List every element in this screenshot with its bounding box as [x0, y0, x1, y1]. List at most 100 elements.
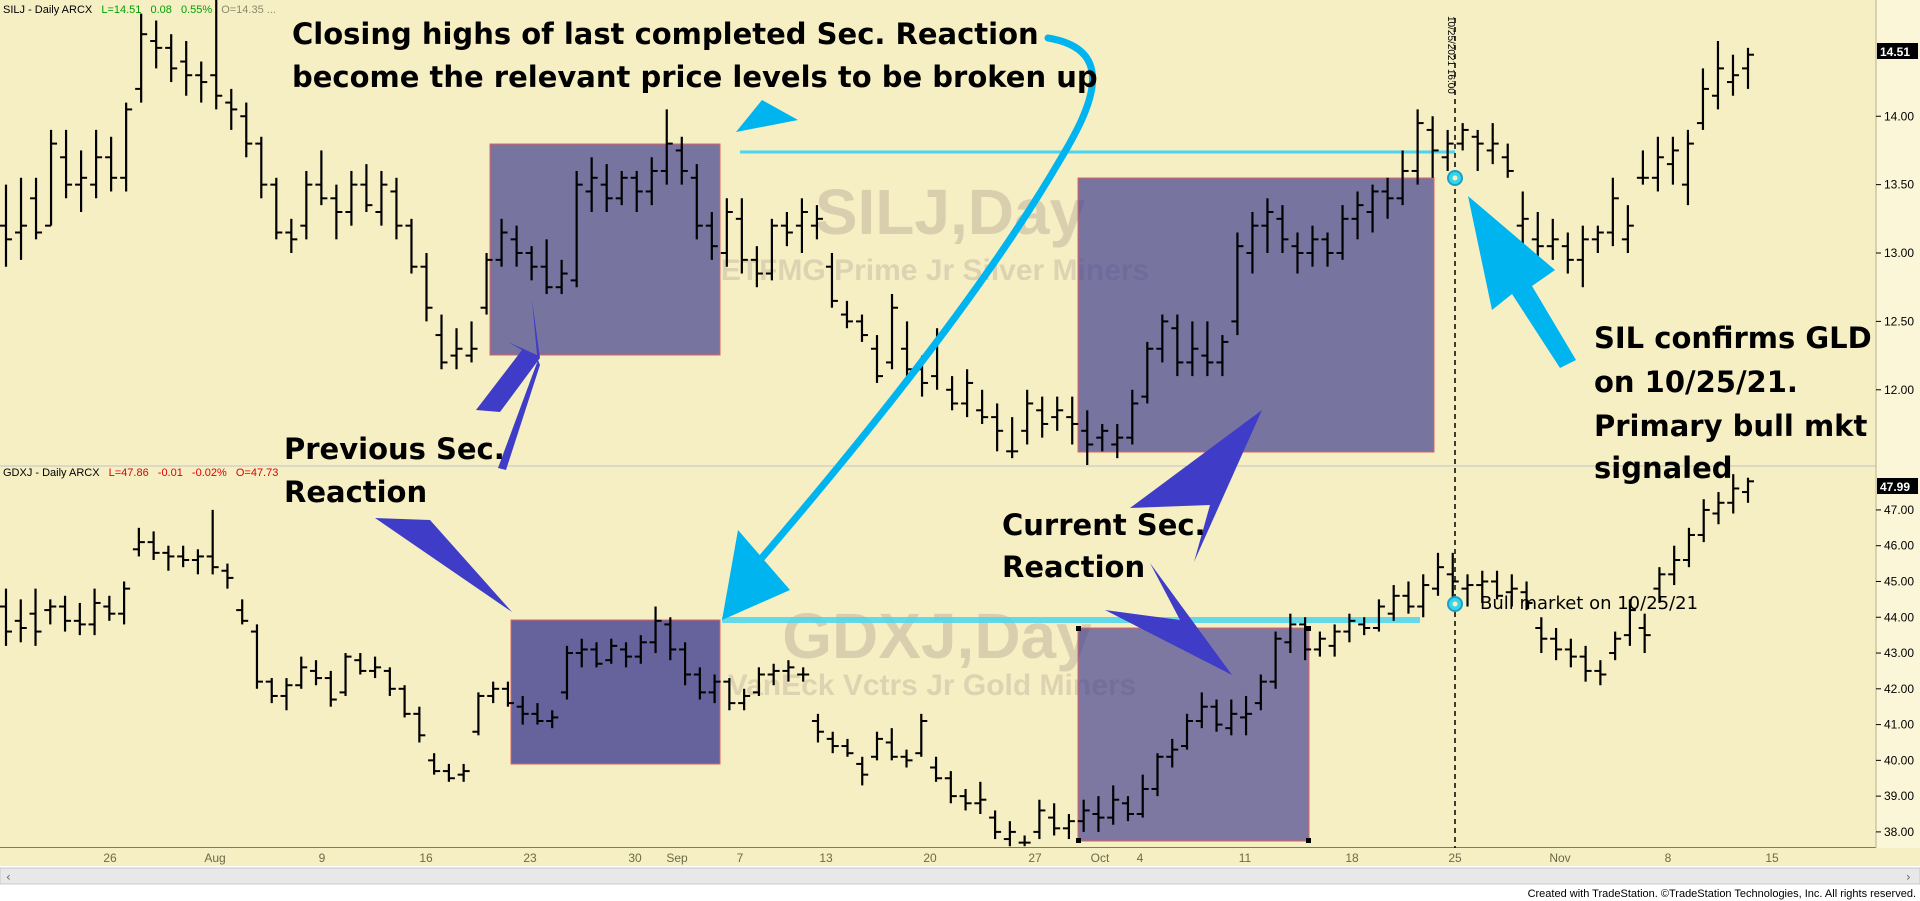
- silj-bar: [1261, 198, 1274, 254]
- gdxj-bars: [0, 474, 1754, 847]
- gdxj-bar: [1018, 835, 1031, 847]
- bottom-watermark-subtitle: VanEck Vctrs Jr Gold Miners: [728, 669, 1137, 702]
- silj-bar: [1336, 205, 1349, 260]
- time-tick-label: 8: [1665, 851, 1672, 865]
- time-tick-label: 9: [319, 851, 326, 865]
- sil-confirms-arrow: [1468, 196, 1576, 368]
- gdxj-bar: [575, 638, 588, 668]
- silj-bar: [30, 177, 43, 240]
- previous-reaction-line-1: Previous Sec.: [284, 432, 505, 466]
- silj-bar: [1426, 116, 1439, 178]
- gdxj-bar: [516, 695, 529, 725]
- gdxj-bar: [752, 667, 765, 696]
- curr-reaction-box-bottom: [1077, 627, 1310, 842]
- gdxj-bar: [250, 624, 263, 689]
- bottom-price-axis: 47.00 46.00 45.00 44.00 43.00 42.00 41.00 40.00…: [1876, 503, 1914, 839]
- gdxj-bar: [1313, 631, 1326, 657]
- current-reaction-line-1: Current Sec.: [1002, 508, 1206, 542]
- gdxj-bar: [679, 642, 692, 686]
- silj-bar: [1036, 396, 1049, 438]
- bottom-price-tag: 47.99: [1880, 480, 1910, 494]
- silj-bar: [825, 253, 838, 308]
- gdxj-bar: [236, 599, 249, 625]
- gdxj-bar: [1712, 492, 1725, 525]
- silj-bar: [435, 314, 448, 370]
- silj-bar: [615, 170, 628, 206]
- time-tick-label: 20: [923, 851, 937, 865]
- gdxj-bar: [1254, 674, 1267, 711]
- silj-bar: [1216, 335, 1229, 377]
- gdxj-bar: [1003, 821, 1016, 847]
- gdxj-bar: [1727, 474, 1740, 514]
- bottom-panel-bg: [0, 467, 1876, 848]
- gdxj-bar: [162, 545, 175, 571]
- curr-reaction-arrow-down: [1105, 563, 1232, 675]
- time-tick-label: 13: [819, 851, 833, 865]
- price-axis-strip: [1876, 0, 1920, 848]
- silj-bar: [750, 246, 763, 288]
- silj-bar: [60, 129, 73, 199]
- gdxj-bar: [413, 706, 426, 743]
- price-tick-label: 42.00: [1884, 682, 1914, 696]
- gdxj-bar: [280, 678, 293, 711]
- scroll-right-icon[interactable]: ›: [1906, 870, 1911, 884]
- current-reaction-line-2: Reaction: [1002, 550, 1145, 584]
- time-tick-label: 23: [523, 851, 537, 865]
- gdxj-bar: [398, 685, 411, 718]
- gdxj-bar: [339, 653, 352, 696]
- silj-bar: [705, 211, 718, 260]
- gdxj-bar: [1387, 585, 1400, 621]
- silj-bar: [1636, 150, 1649, 185]
- gdxj-bar: [767, 663, 780, 686]
- silj-bar: [660, 109, 673, 185]
- horizontal-scrollbar[interactable]: [0, 867, 1920, 885]
- gdxj-bar: [989, 810, 1002, 840]
- silj-bar: [555, 259, 568, 295]
- silj-bar: [1576, 225, 1589, 288]
- gdxj-bar: [1195, 692, 1208, 729]
- silj-bar: [1351, 191, 1364, 240]
- top-header-pct: 0.55%: [181, 4, 212, 16]
- gdxj-bar: [797, 667, 810, 682]
- time-tick-label: 26: [103, 851, 117, 865]
- silj-bar: [480, 253, 493, 315]
- silj-bar: [1366, 184, 1379, 233]
- silj-bar: [375, 170, 388, 226]
- silj-bar: [570, 170, 583, 288]
- silj-bar: [1051, 396, 1064, 431]
- curr-reaction-box-top: [1077, 177, 1435, 453]
- silj-bar: [1441, 129, 1454, 171]
- silj-bar: [1621, 205, 1634, 254]
- time-tick-label: 4: [1137, 851, 1144, 865]
- gdxj-bar: [1269, 631, 1282, 689]
- silj-bar: [1381, 177, 1394, 219]
- gdxj-bar: [664, 617, 677, 661]
- silj-bar: [735, 198, 748, 274]
- gdxj-bar: [1107, 785, 1120, 825]
- silj-bar: [105, 136, 118, 192]
- gdxj-bar: [457, 763, 470, 782]
- gdxj-bar: [29, 588, 42, 646]
- gdxj-bar: [930, 756, 943, 782]
- silj-bar: [465, 321, 478, 363]
- price-tick-label: 12.50: [1884, 314, 1914, 328]
- time-tick-label: 16: [419, 851, 433, 865]
- bottom-header-last: L=47.86: [109, 467, 149, 479]
- gdxj-bar: [1033, 799, 1046, 840]
- time-tick-label: Sep: [666, 851, 688, 865]
- gdxj-bar: [59, 595, 72, 632]
- silj-bar: [1516, 191, 1529, 247]
- price-tick-label: 44.00: [1884, 610, 1914, 624]
- silj-bar: [1396, 150, 1409, 206]
- time-axis-labels: 26 Aug 9 16 23 30 Sep 7 13 20 27 Oct 4 11 18 25 Nov 8 15: [103, 851, 1779, 865]
- time-tick-label: 27: [1028, 851, 1042, 865]
- silj-bar: [1096, 423, 1109, 452]
- silj-bar: [1486, 123, 1499, 165]
- gdxj-bar: [693, 667, 706, 700]
- silj-bar: [1291, 232, 1304, 274]
- silj-bar: [1186, 321, 1199, 377]
- scroll-left-icon[interactable]: ‹: [6, 870, 11, 884]
- gdxj-bar: [1623, 599, 1636, 646]
- silj-bar: [210, 0, 223, 110]
